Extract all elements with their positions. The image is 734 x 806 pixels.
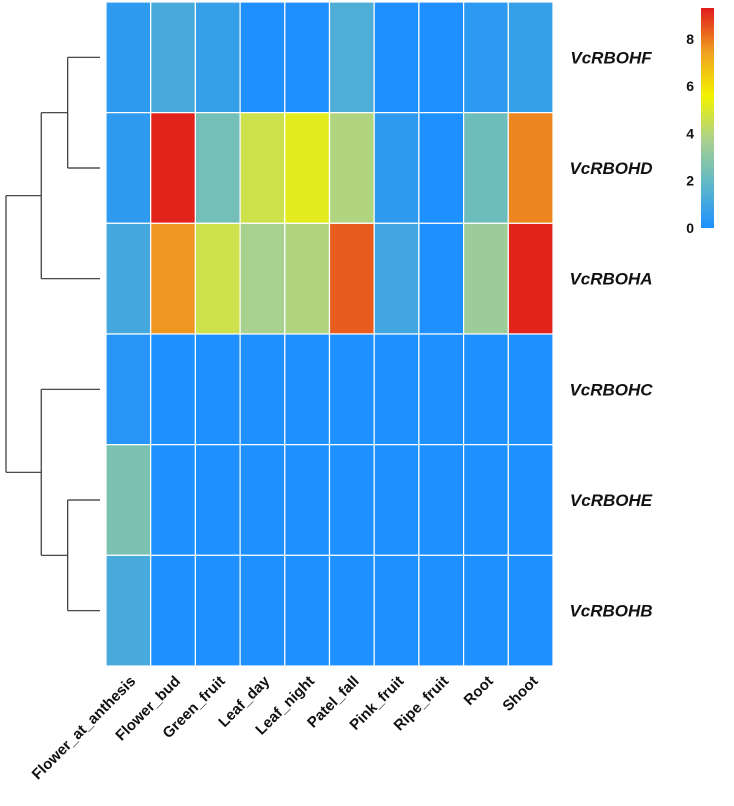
heatmap-cells <box>105 1 554 667</box>
cell-VcRBOHB-Leaf_night <box>284 554 331 667</box>
cell-VcRBOHB-Pink_fruit <box>373 554 420 667</box>
cell-VcRBOHD-Leaf_day <box>239 112 286 224</box>
colorbar-tick-2: 2 <box>686 173 694 189</box>
cell-VcRBOHE-Leaf_night <box>284 444 331 556</box>
cell-VcRBOHB-Green_fruit <box>194 554 241 667</box>
cell-VcRBOHB-Shoot <box>507 554 554 667</box>
colorbar-tick-0: 0 <box>686 220 694 236</box>
cell-VcRBOHE-Shoot <box>507 444 554 556</box>
cell-VcRBOHE-Leaf_day <box>239 444 286 556</box>
cell-VcRBOHC-Flower_bud <box>150 333 196 446</box>
cell-VcRBOHD-Flower_bud <box>150 112 196 224</box>
cell-VcRBOHF-Pink_fruit <box>373 1 420 114</box>
cell-VcRBOHF-Patel_fall <box>328 1 375 114</box>
cell-VcRBOHA-Shoot <box>507 222 554 335</box>
colorbar-tick-8: 8 <box>686 31 694 47</box>
cell-VcRBOHC-Shoot <box>507 333 554 446</box>
cell-VcRBOHD-Shoot <box>507 112 554 224</box>
cell-VcRBOHC-Flower_at_anthesis <box>105 333 152 446</box>
cell-VcRBOHB-Flower_at_anthesis <box>105 554 152 667</box>
column-labels: Flower_at_anthesisFlower_budGreen_fruitL… <box>29 672 542 783</box>
cell-VcRBOHF-Flower_at_anthesis <box>105 1 152 114</box>
cell-VcRBOHA-Patel_fall <box>328 222 375 335</box>
row-label-VcRBOHB: VcRBOHB <box>569 602 652 621</box>
row-label-VcRBOHA: VcRBOHA <box>569 270 652 289</box>
cell-VcRBOHB-Patel_fall <box>328 554 375 667</box>
cell-VcRBOHE-Flower_bud <box>150 444 196 556</box>
cell-VcRBOHD-Ripe_fruit <box>418 112 465 224</box>
row-label-VcRBOHD: VcRBOHD <box>569 159 652 178</box>
cell-VcRBOHF-Leaf_night <box>284 1 331 114</box>
cell-VcRBOHE-Flower_at_anthesis <box>105 444 152 556</box>
cell-VcRBOHD-Flower_at_anthesis <box>105 112 152 224</box>
cell-VcRBOHB-Leaf_day <box>239 554 286 667</box>
cell-VcRBOHD-Green_fruit <box>194 112 241 224</box>
cell-VcRBOHA-Ripe_fruit <box>418 222 465 335</box>
cell-VcRBOHA-Leaf_day <box>239 222 286 335</box>
row-dendrogram <box>5 56 100 612</box>
cell-VcRBOHA-Flower_bud <box>150 222 196 335</box>
colorbar-tick-4: 4 <box>686 125 694 141</box>
cell-VcRBOHE-Ripe_fruit <box>418 444 465 556</box>
row-label-VcRBOHE: VcRBOHE <box>570 491 653 510</box>
cell-VcRBOHA-Pink_fruit <box>373 222 420 335</box>
cell-VcRBOHC-Root <box>463 333 509 446</box>
cell-VcRBOHE-Pink_fruit <box>373 444 420 556</box>
cell-VcRBOHD-Root <box>463 112 509 224</box>
cell-VcRBOHA-Flower_at_anthesis <box>105 222 152 335</box>
cell-VcRBOHE-Root <box>463 444 509 556</box>
row-label-VcRBOHF: VcRBOHF <box>570 48 652 67</box>
colorbar-gradient <box>701 8 714 228</box>
cell-VcRBOHF-Leaf_day <box>239 1 286 114</box>
cell-VcRBOHB-Ripe_fruit <box>418 554 465 667</box>
colorbar-legend: 0 2 4 6 8 <box>686 8 714 236</box>
cell-VcRBOHA-Leaf_night <box>284 222 331 335</box>
colorbar-tick-6: 6 <box>686 78 694 94</box>
cell-VcRBOHF-Ripe_fruit <box>418 1 465 114</box>
cell-VcRBOHC-Leaf_night <box>284 333 331 446</box>
cell-VcRBOHD-Leaf_night <box>284 112 331 224</box>
row-label-VcRBOHC: VcRBOHC <box>569 380 653 399</box>
cell-VcRBOHB-Root <box>463 554 509 667</box>
cell-VcRBOHC-Pink_fruit <box>373 333 420 446</box>
cell-VcRBOHD-Pink_fruit <box>373 112 420 224</box>
cell-VcRBOHF-Flower_bud <box>150 1 196 114</box>
cell-VcRBOHD-Patel_fall <box>328 112 375 224</box>
cell-VcRBOHC-Ripe_fruit <box>418 333 465 446</box>
col-label-Shoot: Shoot <box>499 673 541 715</box>
cell-VcRBOHE-Patel_fall <box>328 444 375 556</box>
cell-VcRBOHB-Flower_bud <box>150 554 196 667</box>
cell-VcRBOHA-Green_fruit <box>194 222 241 335</box>
cell-VcRBOHC-Green_fruit <box>194 333 241 446</box>
row-labels: VcRBOHF VcRBOHD VcRBOHA VcRBOHC VcRBOHE VcRBO… <box>569 48 653 620</box>
cell-VcRBOHE-Green_fruit <box>194 444 241 556</box>
colorbar-ticks: 0 2 4 6 8 <box>686 31 694 236</box>
cell-VcRBOHF-Root <box>463 1 509 114</box>
cell-VcRBOHC-Patel_fall <box>328 333 375 446</box>
cell-VcRBOHC-Leaf_day <box>239 333 286 446</box>
cell-VcRBOHF-Shoot <box>507 1 554 114</box>
col-label-Root: Root <box>461 673 497 709</box>
cell-VcRBOHF-Green_fruit <box>194 1 241 114</box>
cell-VcRBOHA-Root <box>463 222 509 335</box>
